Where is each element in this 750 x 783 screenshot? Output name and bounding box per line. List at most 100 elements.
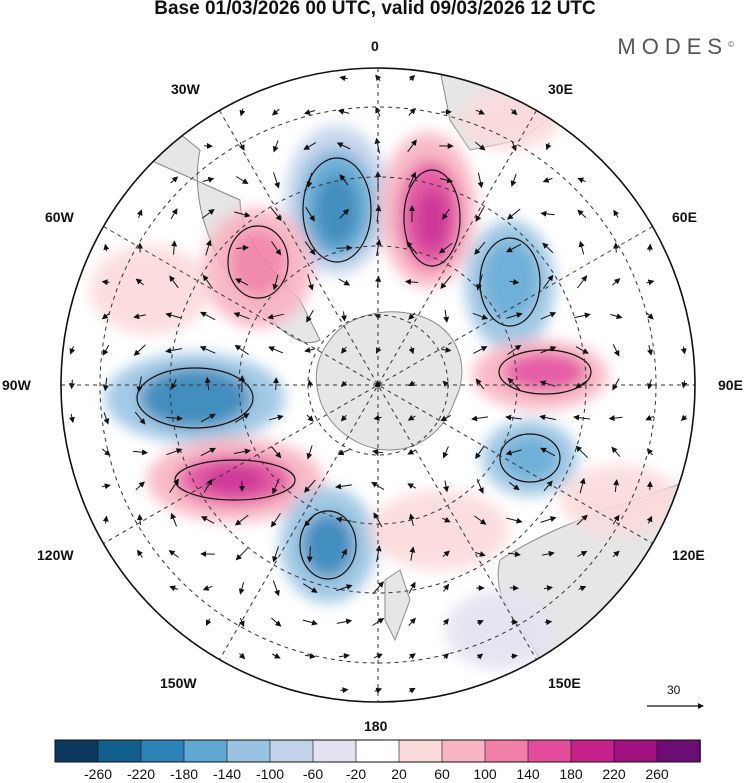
wind-vector [272,580,280,597]
wind-vector [335,516,352,523]
wind-vector [575,379,589,389]
wind-vector [373,414,382,421]
wind-vector [407,483,417,489]
wind-vector [303,142,317,150]
wind-vector [271,108,280,116]
lon-label-30w: 30W [171,81,200,97]
wind-vector [234,211,251,218]
wind-vector [506,243,522,253]
wind-vector [646,279,655,286]
wind-vector [205,239,212,256]
anomaly-shading [90,90,680,670]
wind-vector [408,171,416,188]
wind-vector [612,514,620,525]
wind-vector [238,652,246,660]
lon-label-120w: 120W [37,547,74,563]
wind-vector [133,313,146,320]
wind-vector [304,479,316,493]
wind-vector [608,415,623,422]
wind-vector [170,208,178,220]
wind-vector [506,312,523,319]
wind-vector [270,207,282,222]
colorbar-tick-label: -220 [127,766,156,782]
wind-vector [171,240,178,255]
wind-vector [307,379,314,388]
wind-vector [472,312,489,320]
wind-vector [439,177,454,184]
colorbar-tick-label: -260 [84,766,113,782]
wind-vector [272,172,280,189]
wind-vector [540,447,556,457]
wind-vector [508,481,520,491]
wind-vector [337,109,350,115]
colorbar-swatch [484,739,529,763]
wind-vector [612,344,620,357]
wind-vector [236,244,249,251]
wind-vector [680,346,687,355]
wind-vector [407,139,417,153]
colorbar-swatch [54,739,99,763]
wind-vector [511,141,517,152]
wind-vector [338,278,351,286]
wind-vector [510,653,518,660]
colorbar-swatch [97,739,142,763]
wind-vector [510,108,518,116]
wind-vector [408,312,416,320]
wind-vector [102,483,111,490]
wind-vector [135,278,144,286]
wind-vector [302,583,318,593]
wind-vector [135,481,145,491]
colorbar-tick-label: 220 [602,766,626,782]
colorbar-swatch [656,739,701,763]
wind-vector [543,480,553,492]
wind-vector [134,411,146,425]
wind-vector [681,380,688,389]
wind-vector [336,142,351,150]
wind-vector [202,274,214,289]
wind-vector [267,313,284,320]
wind-vector [69,379,76,390]
wind-vector [441,346,452,353]
wind-vector [340,687,349,694]
wind-vector [199,346,216,354]
wind-vector [542,274,554,289]
wind-vector [200,447,216,457]
wind-vector [273,377,280,390]
wind-vector [136,209,143,218]
wind-vector [339,75,348,82]
wind-vector [233,312,250,320]
wind-vector [475,445,485,460]
colorbar-tick-label: 180 [559,766,583,782]
wind-vector [132,449,148,456]
wind-vector [169,478,179,493]
wind-vector [340,346,348,354]
colorbar-swatch [441,739,486,763]
wind-vector [477,172,484,189]
wind-vector [506,517,523,524]
colorbar-swatch [312,739,357,763]
wind-vector [612,278,621,286]
lon-label-0: 0 [371,38,379,54]
wind-vector [476,653,484,660]
wind-vector [505,449,522,456]
wind-vector [335,483,352,490]
wind-vector [579,477,586,494]
wind-vector [407,449,417,455]
wind-vector [545,142,552,151]
wind-vector [611,446,621,457]
wind-vector [476,620,484,626]
wind-vector [200,311,216,321]
anomaly-neg-150e [445,590,555,670]
wind-vector [268,346,284,354]
lon-label-60e: 60E [672,209,697,225]
wind-vector [646,312,654,320]
wind-vector [476,274,483,291]
wind-vector [442,652,450,660]
wind-vector [442,208,450,220]
lon-label-30e: 30E [548,81,573,97]
wind-vector [200,413,216,423]
wind-vector [408,653,416,660]
wind-vector [302,619,318,626]
wind-vector [374,137,381,154]
